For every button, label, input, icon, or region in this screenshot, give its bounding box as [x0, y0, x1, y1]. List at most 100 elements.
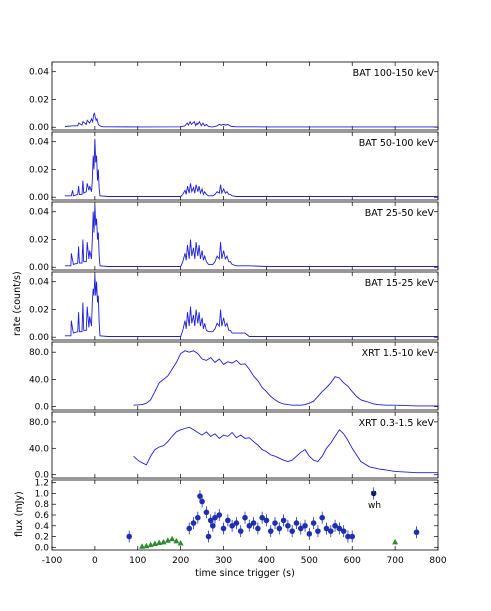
v-point: [212, 514, 218, 521]
panel-label: BAT 50-100 keV: [359, 138, 435, 149]
y-tick-label: 0.04: [29, 138, 49, 148]
v-point: [336, 525, 343, 532]
x-tick-label: 100: [129, 556, 146, 566]
legend-v-label: v: [371, 489, 377, 499]
y-tick-label: 0.00: [29, 333, 49, 343]
y-tick-label: 0.0: [35, 471, 50, 481]
v-point: [259, 514, 265, 521]
v-point: [233, 520, 240, 526]
x-tick-label: -100: [42, 556, 63, 566]
v-point: [345, 533, 351, 540]
panel-6: 0.0 40.0 80.0 XRT 0.3-1.5 keV: [29, 411, 439, 481]
y-tick-label: 0.04: [29, 278, 49, 288]
panel-1: 0.00 0.02 0.04 BAT 100-150 keV: [29, 61, 439, 133]
v-point: [195, 514, 201, 521]
panel-label: XRT 0.3-1.5 keV: [359, 418, 435, 429]
panel-label: BAT 25-50 keV: [365, 208, 435, 219]
v-point: [255, 525, 261, 532]
v-point: [349, 533, 356, 540]
panel-7: 0.00.20.40.60.81.01.2 v wh flux (mJy): [14, 479, 439, 553]
x-tick-label: 600: [344, 556, 361, 566]
v-point: [267, 528, 274, 534]
y-tick-label: 40.0: [29, 375, 49, 385]
y-tick-label: 0.02: [29, 95, 49, 105]
panel-4: 0.00 0.02 0.04 BAT 15-25 keV: [29, 271, 439, 343]
y-tick-label: 0.0: [35, 543, 50, 553]
v-point: [237, 528, 244, 534]
v-point: [323, 525, 330, 532]
v-point: [272, 520, 278, 526]
wh-point: [156, 539, 163, 545]
v-point: [210, 522, 216, 529]
panel-frame: [51, 61, 439, 131]
panel-frame: [51, 131, 439, 201]
panel-frame: [51, 271, 439, 341]
v-point: [327, 528, 334, 534]
x-tick-label: 800: [429, 556, 446, 566]
v-point: [340, 528, 347, 534]
y-tick-label: 0.02: [29, 165, 49, 175]
x-tick-label: 400: [258, 556, 275, 566]
v-point: [197, 493, 203, 499]
series-line: [64, 138, 438, 197]
y-tick-label: 0.02: [29, 235, 49, 245]
legend-wh-label: wh: [368, 501, 381, 511]
y-tick-label: 0.8: [35, 500, 50, 510]
v-point: [190, 520, 197, 526]
x-tick-label: 700: [387, 556, 404, 566]
wh-point: [151, 540, 158, 547]
v-point: [229, 522, 235, 529]
y-tick-label: 80.0: [29, 418, 49, 428]
v-point: [126, 533, 132, 540]
y-tick-label: 0.02: [29, 305, 49, 315]
v-point: [332, 522, 338, 529]
v-point: [310, 520, 317, 526]
v-point: [207, 517, 214, 524]
v-point: [293, 520, 300, 526]
v-point: [285, 522, 291, 529]
wh-point: [169, 535, 176, 542]
y-tick-label: 0.00: [29, 123, 49, 133]
panel-frame: [51, 411, 439, 479]
x-tick-label: 0: [92, 556, 98, 566]
x-tick-label: 200: [172, 556, 189, 566]
wh-point: [164, 537, 171, 543]
panel-5: 0.0 40.0 80.0 XRT 1.5-10 keV: [29, 341, 439, 413]
wh-point: [147, 541, 154, 548]
v-point: [220, 525, 227, 532]
wh-point: [173, 537, 180, 544]
y-axis-label-rate: rate (count/s): [12, 271, 23, 336]
series-line: [64, 112, 438, 128]
panel-label: BAT 15-25 keV: [365, 278, 435, 289]
y-tick-label: 1.0: [35, 489, 50, 499]
v-point: [280, 517, 287, 524]
v-point: [306, 531, 313, 537]
y-tick-label: 0.00: [29, 263, 49, 273]
wh-point: [143, 542, 150, 549]
x-tick-label: 300: [215, 556, 232, 566]
panel-2: 0.00 0.02 0.04 BAT 50-100 keV: [29, 131, 439, 203]
y-tick-label: 0.6: [35, 511, 50, 521]
v-point: [203, 509, 210, 516]
wh-point: [160, 538, 167, 545]
series-line: [133, 350, 438, 407]
y-tick-label: 0.04: [29, 68, 49, 78]
y-tick-label: 40.0: [29, 444, 49, 454]
x-axis-label: time since trigger (s): [195, 568, 295, 579]
v-point: [199, 498, 205, 505]
panel-label: BAT 100-150 keV: [353, 68, 435, 79]
v-point: [216, 512, 223, 518]
panel-label: XRT 1.5-10 keV: [362, 348, 435, 359]
y-tick-label: 0.0: [35, 403, 50, 413]
panel-frame: [51, 201, 439, 271]
v-point: [319, 514, 326, 521]
v-point: [302, 522, 308, 529]
v-point: [246, 522, 253, 529]
y-tick-label: 80.0: [29, 348, 49, 358]
y-tick-label: 0.4: [35, 522, 50, 532]
panel-3: 0.00 0.02 0.04 BAT 25-50 keV: [29, 201, 439, 273]
v-point: [315, 528, 321, 534]
v-point: [370, 490, 377, 497]
v-point: [276, 525, 283, 532]
y-tick-label: 0.2: [35, 533, 49, 543]
